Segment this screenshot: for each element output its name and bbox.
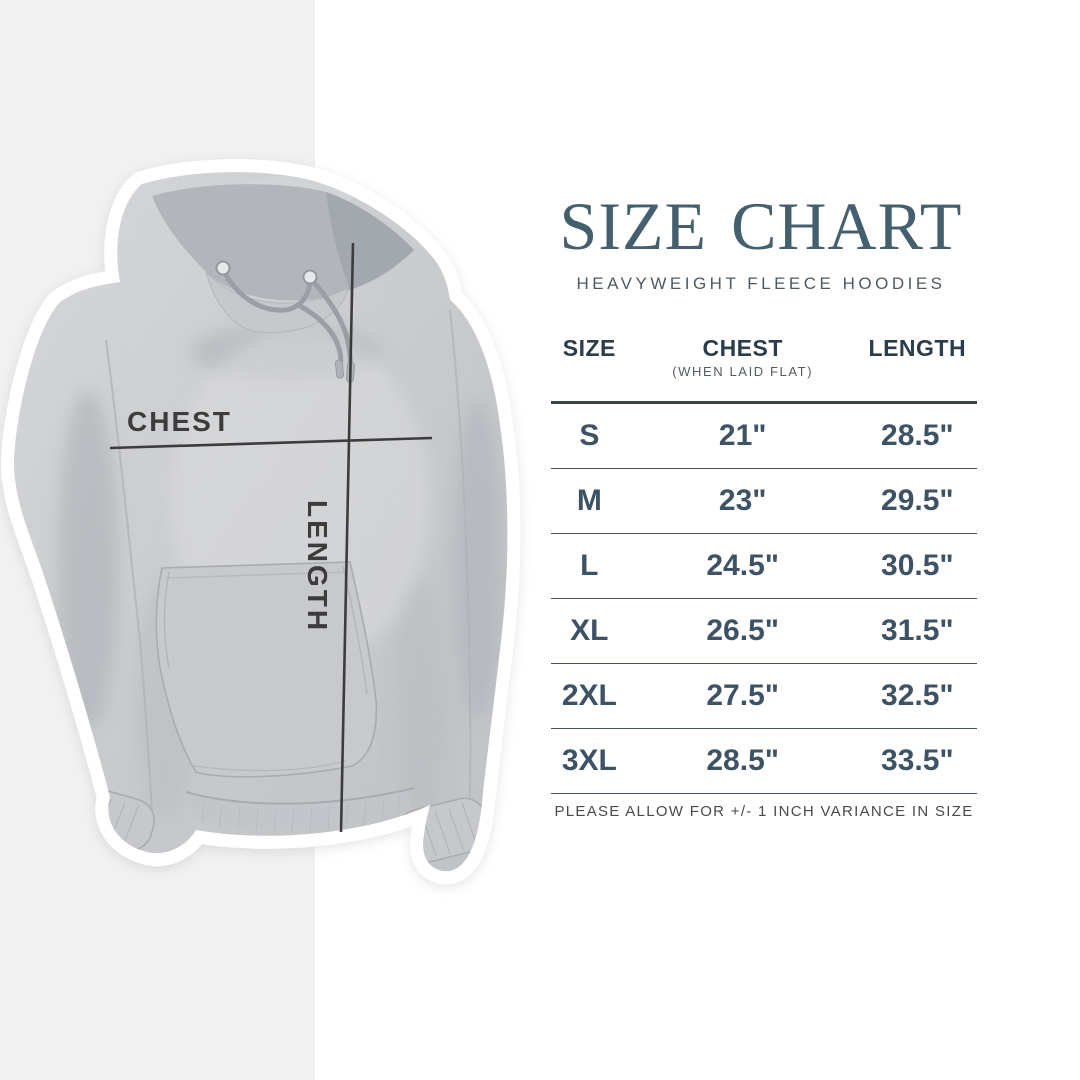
table-row: 2XL 27.5" 32.5" <box>551 664 977 729</box>
cell-chest: 21" <box>718 419 767 452</box>
length-measure-line <box>339 242 355 833</box>
cell-size: S <box>579 419 600 452</box>
cell-chest: 28.5" <box>706 744 779 777</box>
column-header-chest: CHEST (WHEN LAID FLAT) <box>628 335 858 380</box>
cell-chest: 26.5" <box>706 614 779 647</box>
eyelet-left <box>215 260 231 276</box>
size-table-body: S 21" 28.5" M 23" 29.5" L 24.5" 30.5" XL… <box>551 401 977 794</box>
cell-length: 30.5" <box>881 549 954 582</box>
size-table: SIZE CHEST (WHEN LAID FLAT) LENGTH S 21"… <box>551 335 977 794</box>
page-title: SIZE CHART <box>559 188 963 264</box>
right-sleeve-seam <box>449 309 472 819</box>
length-label: LENGTH <box>302 500 333 634</box>
eyelet-right <box>302 269 318 285</box>
cell-chest: 23" <box>718 484 767 517</box>
hem-band <box>186 788 414 830</box>
cell-size: 2XL <box>561 679 617 712</box>
cell-size: 3XL <box>561 744 617 777</box>
column-header-chest-label: CHEST <box>702 335 783 361</box>
cell-chest: 24.5" <box>706 549 779 582</box>
table-row: XL 26.5" 31.5" <box>551 599 977 664</box>
size-table-header: SIZE CHEST (WHEN LAID FLAT) LENGTH <box>551 335 977 401</box>
cell-length: 33.5" <box>881 744 954 777</box>
left-sleeve-seam <box>105 339 153 816</box>
drawstring-aglet <box>334 359 345 379</box>
column-header-size: SIZE <box>562 335 616 361</box>
table-row: L 24.5" 30.5" <box>551 534 977 599</box>
hood-crossover <box>205 271 349 334</box>
page-subtitle: HEAVYWEIGHT FLEECE HOODIES <box>576 274 946 293</box>
column-header-chest-note: (WHEN LAID FLAT) <box>672 364 814 380</box>
cell-length: 28.5" <box>881 419 954 452</box>
variance-footnote: PLEASE ALLOW FOR +/- 1 INCH VARIANCE IN … <box>554 803 974 820</box>
chest-measure-line <box>109 436 433 450</box>
chest-label: CHEST <box>127 406 232 437</box>
cell-size: M <box>576 484 602 517</box>
cell-chest: 27.5" <box>706 679 779 712</box>
table-row: 3XL 28.5" 33.5" <box>551 729 977 794</box>
cell-size: L <box>580 549 599 582</box>
table-row: M 23" 29.5" <box>551 469 977 534</box>
column-header-length: LENGTH <box>868 335 967 361</box>
cell-size: XL <box>570 614 609 647</box>
kangaroo-pocket <box>155 561 378 778</box>
cell-length: 29.5" <box>881 484 954 517</box>
cell-length: 31.5" <box>881 614 954 647</box>
table-row: S 21" 28.5" <box>551 404 977 469</box>
cell-length: 32.5" <box>881 679 954 712</box>
